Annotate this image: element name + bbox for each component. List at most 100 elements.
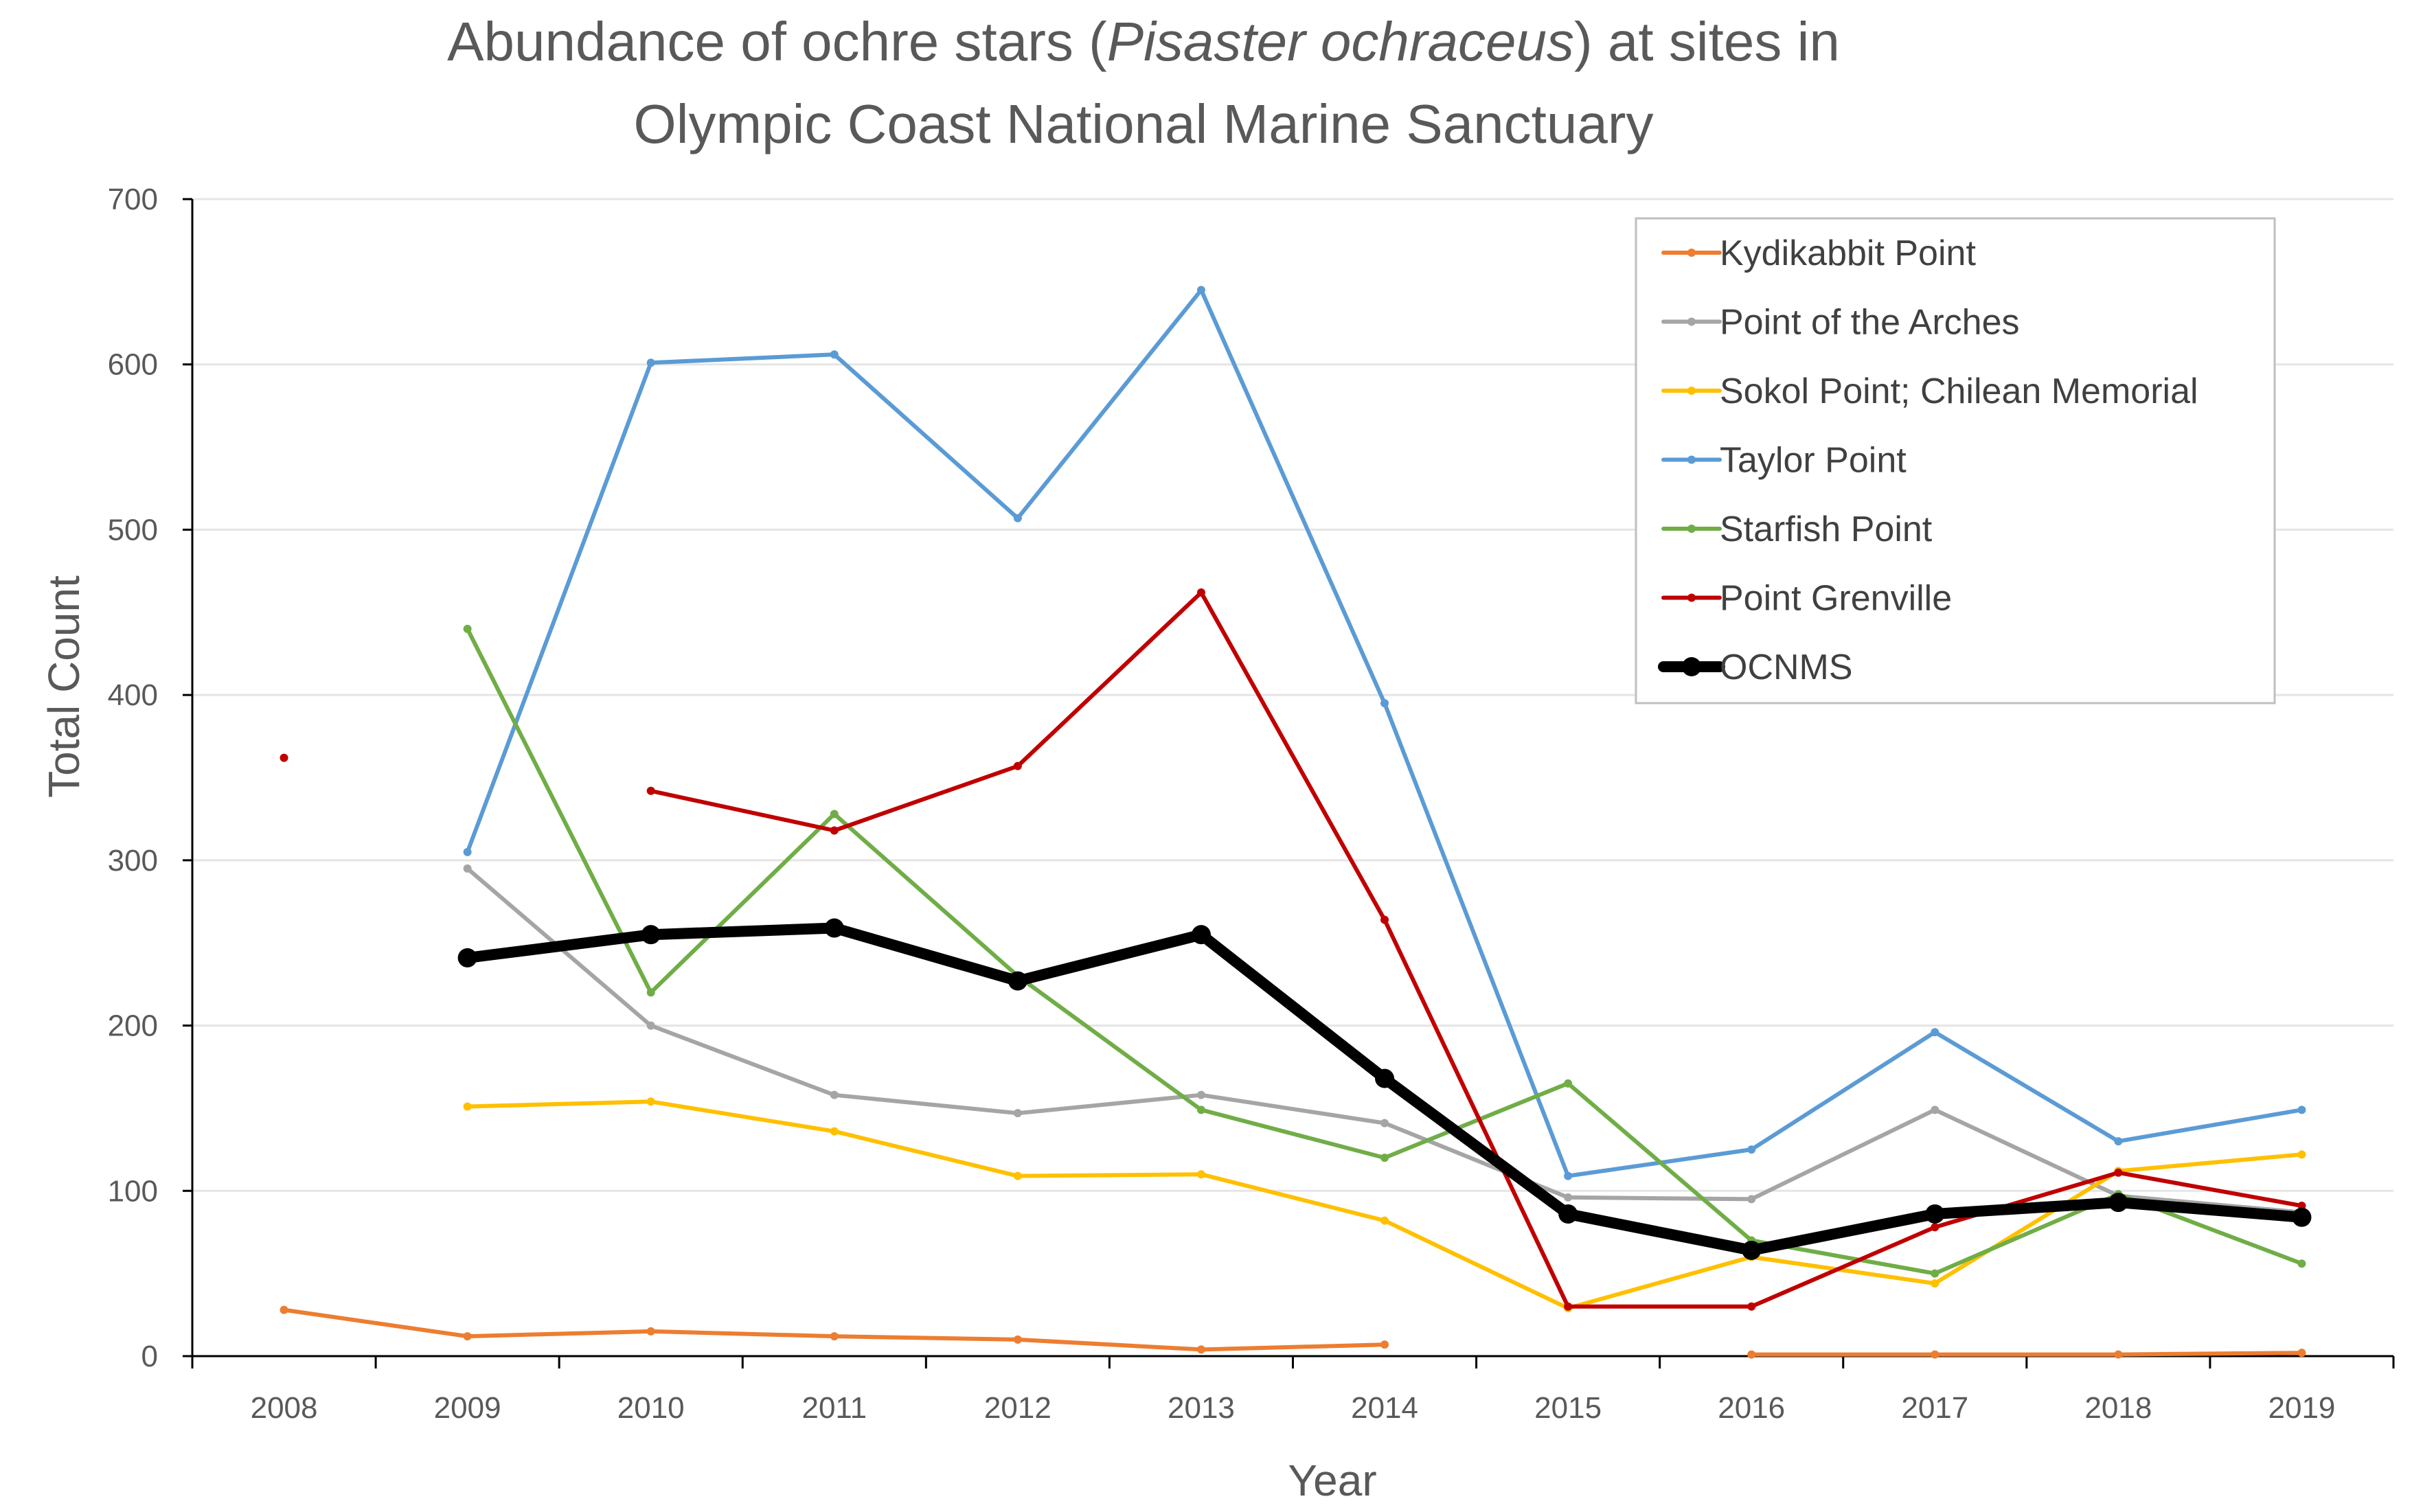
- y-tick-label-400: 400: [108, 678, 158, 712]
- y-axis-title: Total Count: [39, 575, 89, 798]
- series-ocnms: [457, 918, 2312, 1260]
- data-point-point-grenville-2011: [830, 826, 839, 835]
- legend-label-ocnms: OCNMS: [1720, 648, 1853, 687]
- legend-marker-point-grenville: [1687, 593, 1696, 602]
- data-point-kydikabbit-point-2018: [2114, 1350, 2123, 1359]
- legend-item-point-grenville: Point Grenville: [1661, 579, 1952, 619]
- x-tick-label-2018: 2018: [2084, 1391, 2152, 1425]
- legend-item-ocnms: OCNMS: [1658, 648, 1853, 687]
- data-point-sokol-point-chilean-memorial-2014: [1380, 1216, 1389, 1225]
- data-point-sokol-point-chilean-memorial-2009: [463, 1102, 472, 1111]
- data-point-point-grenville-2012: [1013, 761, 1022, 770]
- data-point-sokol-point-chilean-memorial-2019: [2297, 1150, 2306, 1159]
- data-point-ocnms-2015: [1558, 1204, 1578, 1224]
- y-tick-label-200: 200: [108, 1009, 158, 1043]
- legend-marker-taylor-point: [1687, 455, 1696, 464]
- data-point-ocnms-2018: [2108, 1193, 2128, 1213]
- data-point-taylor-point-2013: [1196, 286, 1205, 295]
- series-line-kydikabbit-point: [282, 1307, 1387, 1352]
- data-point-kydikabbit-point-2019: [2297, 1349, 2306, 1358]
- gridlines: [192, 198, 2393, 1192]
- legend-item-taylor-point: Taylor Point: [1661, 441, 1907, 481]
- data-point-kydikabbit-point-2016: [1747, 1350, 1756, 1359]
- legend-item-starfish-point: Starfish Point: [1661, 509, 1933, 549]
- legend-item-point-of-the-arches: Point of the Arches: [1661, 303, 2020, 343]
- data-point-point-of-the-arches-2014: [1380, 1119, 1389, 1127]
- data-point-point-grenville-2019: [2297, 1201, 2306, 1210]
- data-point-kydikabbit-point-2017: [1931, 1350, 1939, 1359]
- title-post: ) at sites in: [1574, 11, 1840, 72]
- title-italic: Pisaster ochraceus: [1107, 11, 1574, 72]
- data-point-taylor-point-2012: [1013, 514, 1022, 523]
- y-tick-label-500: 500: [108, 513, 158, 547]
- data-point-point-of-the-arches-2013: [1196, 1090, 1205, 1099]
- legend: Kydikabbit Point Point of the Arches Sokol…: [1635, 217, 2276, 705]
- data-point-ocnms-2011: [824, 918, 844, 938]
- legend-item-sokol-point-chilean-memorial: Sokol Point; Chilean Memorial: [1661, 371, 2198, 411]
- data-point-sokol-point-chilean-memorial-2011: [830, 1127, 839, 1136]
- data-point-point-grenville-2017: [1931, 1223, 1939, 1232]
- data-point-kydikabbit-point-2011: [830, 1332, 839, 1341]
- series-line-kydikabbit-point: [1749, 1351, 2304, 1357]
- data-point-point-grenville-2016: [1747, 1302, 1756, 1311]
- x-tick-label-2014: 2014: [1351, 1391, 1418, 1425]
- data-point-point-grenville-2015: [1564, 1302, 1573, 1311]
- data-point-starfish-point-2011: [830, 810, 839, 818]
- y-tick-label-100: 100: [108, 1174, 158, 1208]
- data-point-starfish-point-2015: [1564, 1079, 1573, 1088]
- data-point-ocnms-2017: [1925, 1204, 1945, 1224]
- data-point-sokol-point-chilean-memorial-2013: [1196, 1170, 1205, 1179]
- legend-label-starfish-point: Starfish Point: [1720, 509, 1933, 549]
- data-point-kydikabbit-point-2009: [463, 1332, 472, 1341]
- data-point-starfish-point-2013: [1196, 1106, 1205, 1114]
- x-tick-label-2017: 2017: [1901, 1391, 1968, 1425]
- legend-marker-point-of-the-arches: [1687, 317, 1696, 326]
- data-point-taylor-point-2016: [1747, 1145, 1756, 1154]
- data-point-starfish-point-2014: [1380, 1154, 1389, 1162]
- data-point-point-of-the-arches-2016: [1747, 1195, 1756, 1204]
- chart-title-line1: Abundance of ochre stars (Pisaster ochra…: [447, 11, 1840, 72]
- legend-marker-kydikabbit-point: [1687, 249, 1696, 257]
- data-point-sokol-point-chilean-memorial-2010: [646, 1097, 655, 1106]
- data-point-starfish-point-2010: [646, 988, 655, 997]
- data-point-starfish-point-2019: [2297, 1259, 2306, 1268]
- data-point-point-of-the-arches-2017: [1931, 1106, 1939, 1114]
- x-tick-label-2015: 2015: [1534, 1391, 1602, 1425]
- title-pre: Abundance of ochre stars (: [447, 11, 1107, 72]
- legend-marker-ocnms: [1682, 657, 1701, 676]
- data-point-ocnms-2009: [457, 948, 477, 967]
- x-tick-label-2013: 2013: [1168, 1391, 1235, 1425]
- series-starfish-point: [463, 624, 2306, 1278]
- data-point-point-of-the-arches-2009: [463, 864, 472, 873]
- y-tick-label-600: 600: [108, 348, 158, 382]
- legend-label-taylor-point: Taylor Point: [1720, 441, 1907, 481]
- series-line-point-grenville: [648, 590, 2304, 1309]
- x-axis-title: Year: [1288, 1456, 1376, 1505]
- series-line-starfish-point: [465, 626, 2304, 1276]
- series-point-grenville: [280, 588, 2306, 1311]
- legend-item-kydikabbit-point: Kydikabbit Point: [1661, 233, 1976, 273]
- data-point-point-of-the-arches-2015: [1564, 1193, 1573, 1202]
- data-point-ocnms-2013: [1191, 925, 1211, 945]
- data-point-point-grenville-2018: [2114, 1168, 2123, 1177]
- data-point-kydikabbit-point-2014: [1380, 1340, 1389, 1349]
- data-point-starfish-point-2009: [463, 624, 472, 633]
- data-point-point-of-the-arches-2012: [1013, 1109, 1022, 1118]
- x-tick-label-2009: 2009: [434, 1391, 501, 1425]
- data-point-ocnms-2016: [1742, 1240, 1762, 1260]
- x-tick-label-2012: 2012: [984, 1391, 1051, 1425]
- x-tick-label-2010: 2010: [617, 1391, 685, 1425]
- data-point-sokol-point-chilean-memorial-2017: [1931, 1279, 1939, 1288]
- y-tick-label-0: 0: [141, 1340, 158, 1373]
- chart-title-line2: Olympic Coast National Marine Sanctuary: [633, 93, 1653, 154]
- data-point-kydikabbit-point-2010: [646, 1327, 655, 1336]
- data-point-ocnms-2014: [1375, 1068, 1395, 1088]
- data-point-kydikabbit-point-2013: [1196, 1345, 1205, 1354]
- data-point-taylor-point-2015: [1564, 1171, 1573, 1180]
- x-tick-label-2016: 2016: [1718, 1391, 1785, 1425]
- data-point-ocnms-2019: [2292, 1207, 2312, 1227]
- legend-label-kydikabbit-point: Kydikabbit Point: [1720, 233, 1976, 273]
- data-point-taylor-point-2019: [2297, 1106, 2306, 1114]
